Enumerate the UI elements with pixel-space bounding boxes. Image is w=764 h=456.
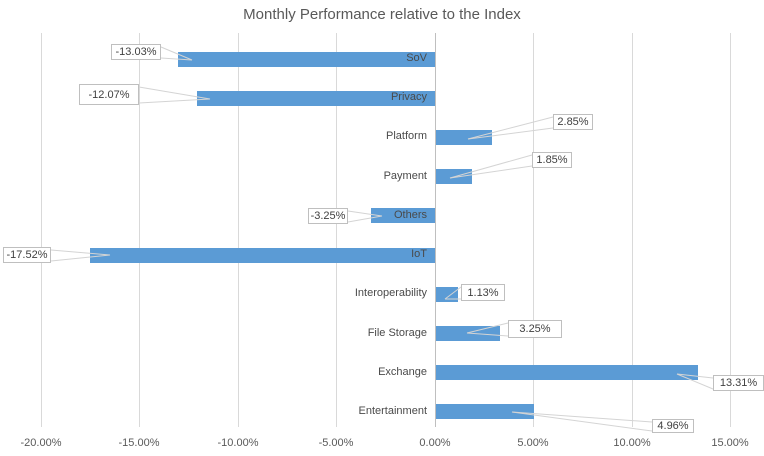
data-label-callout: -17.52% xyxy=(3,247,51,263)
category-label: IoT xyxy=(411,248,427,260)
bar-Others xyxy=(371,208,435,223)
category-label: Privacy xyxy=(390,91,427,103)
gridline xyxy=(139,33,140,427)
data-label-callout: 4.96% xyxy=(652,419,694,433)
category-label: File Storage xyxy=(367,327,427,339)
x-tick-label: 10.00% xyxy=(613,437,651,449)
data-label-callout: 1.85% xyxy=(532,152,572,168)
category-label: Payment xyxy=(383,170,427,182)
x-tick-label: -10.00% xyxy=(217,437,259,449)
bar-IoT xyxy=(90,248,435,263)
data-label-callout: 1.13% xyxy=(461,284,505,301)
gridline xyxy=(533,33,534,427)
gridline xyxy=(41,33,42,427)
data-label-callout: -3.25% xyxy=(308,208,348,224)
x-tick-label: -15.00% xyxy=(118,437,160,449)
bar-SoV xyxy=(178,52,435,67)
gridline xyxy=(632,33,633,427)
zero-axis-line xyxy=(435,33,436,427)
x-tick-label: 0.00% xyxy=(419,437,451,449)
data-label-callout: -13.03% xyxy=(111,44,161,60)
chart-title: Monthly Performance relative to the Inde… xyxy=(243,6,521,23)
x-tick-label: 15.00% xyxy=(711,437,749,449)
bar-Platform xyxy=(436,130,492,145)
x-tick-label: -5.00% xyxy=(318,437,354,449)
bar-Payment xyxy=(436,169,472,184)
gridline xyxy=(336,33,337,427)
category-label: Others xyxy=(393,209,427,221)
data-label-callout: 3.25% xyxy=(508,320,562,338)
data-label-callout: 13.31% xyxy=(713,375,764,391)
bar-Exchange xyxy=(436,365,698,380)
category-label: Platform xyxy=(386,130,427,142)
category-label: Entertainment xyxy=(358,405,427,417)
data-label-callout: -12.07% xyxy=(79,84,139,105)
data-label-callout: 2.85% xyxy=(553,114,593,130)
category-label: Interoperability xyxy=(354,287,427,299)
gridline xyxy=(238,33,239,427)
bar-Entertainment xyxy=(436,404,534,419)
x-tick-label: -20.00% xyxy=(20,437,62,449)
category-label: Exchange xyxy=(378,366,427,378)
category-label: SoV xyxy=(406,52,427,64)
gridline xyxy=(730,33,731,427)
x-tick-label: 5.00% xyxy=(517,437,549,449)
bar-Interoperability xyxy=(436,287,458,302)
bar-Privacy xyxy=(197,91,435,106)
bar-File Storage xyxy=(436,326,500,341)
